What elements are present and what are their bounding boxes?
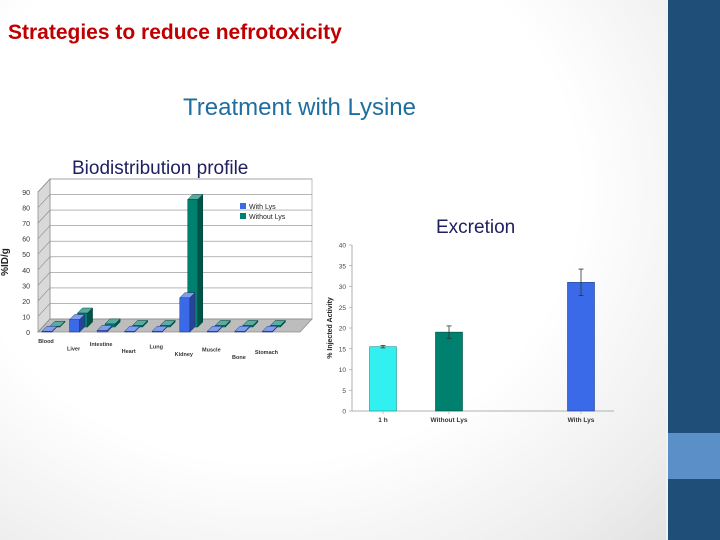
side-strip-accent [668, 433, 720, 479]
slide-subtitle: Treatment with Lysine [183, 94, 416, 121]
slide-background [0, 0, 668, 540]
excretion-label: Excretion [436, 217, 516, 238]
slide-title: Strategies to reduce nefrotoxicity [8, 21, 342, 44]
side-divider [666, 0, 668, 540]
biodistribution-label: Biodistribution profile [72, 158, 249, 179]
